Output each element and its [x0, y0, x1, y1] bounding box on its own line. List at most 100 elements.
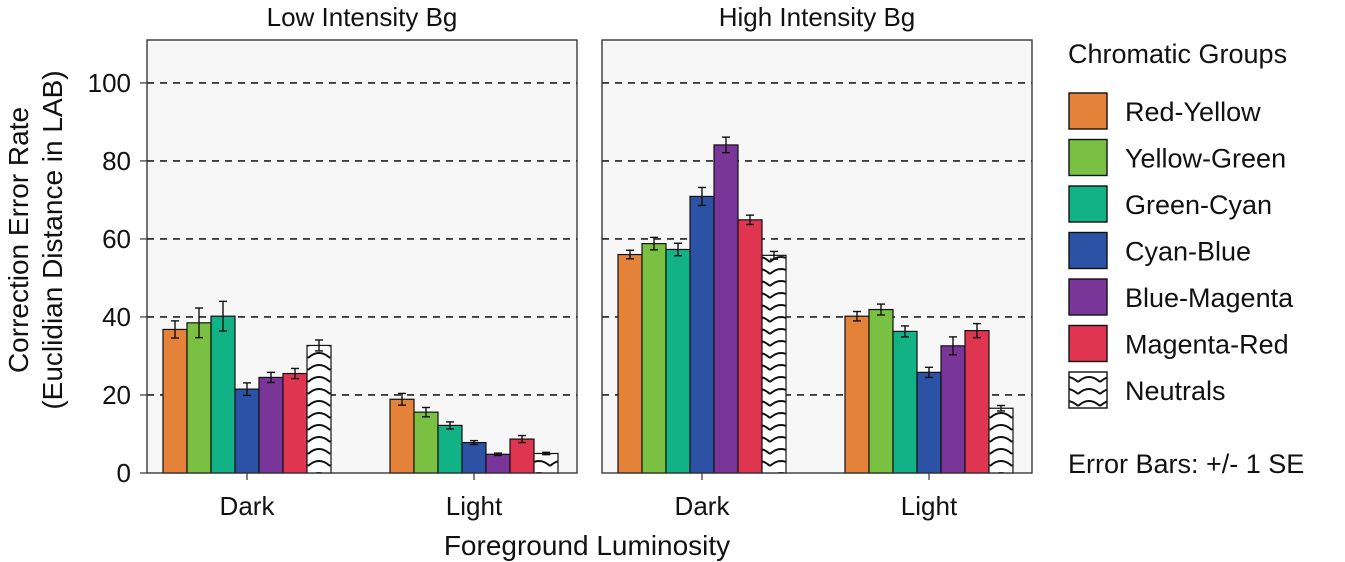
legend-swatch: [1068, 138, 1108, 177]
bar-blue-magenta: [258, 376, 284, 474]
error-bar: [291, 367, 299, 380]
error-bar: [195, 307, 203, 339]
y-axis: 0 20 40 60 80 100: [88, 68, 147, 488]
x-axis-title: Foreground Luminosity: [444, 530, 730, 561]
legend-item: Magenta-Red: [1068, 324, 1289, 363]
bar-neutrals: [533, 452, 559, 474]
y-tick-label: 20: [102, 380, 131, 410]
facet-title-left: Low Intensity Bg: [267, 2, 458, 32]
error-bar: [973, 322, 981, 339]
bar-red-yellow: [844, 315, 870, 474]
error-bar: [315, 339, 323, 352]
legend-swatch: [1068, 231, 1108, 270]
legend: Red-Yellow Yellow-Green Green-Cyan Cyan-Blu…: [1068, 92, 1294, 409]
bar-green-cyan: [892, 330, 918, 474]
bar-magenta-red: [737, 219, 763, 474]
bar-red-yellow: [617, 253, 643, 474]
error-bar: [722, 136, 730, 154]
error-bar: [243, 382, 251, 397]
error-bar: [542, 451, 550, 456]
bar-neutrals: [761, 254, 787, 474]
bar-neutrals: [988, 407, 1014, 474]
error-bar: [770, 250, 778, 260]
panel-border: [146, 39, 578, 474]
legend-label: Red-Yellow: [1125, 97, 1261, 127]
legend-label: Blue-Magenta: [1125, 283, 1294, 313]
y-tick-label: 80: [102, 146, 131, 176]
legend-label: Cyan-Blue: [1125, 237, 1251, 267]
bar-blue-magenta: [940, 345, 966, 474]
error-bar: [398, 392, 406, 406]
legend-swatch: [1068, 324, 1108, 363]
bar-yellow-green: [186, 322, 212, 474]
bar-yellow-green: [868, 308, 894, 474]
bar-green-cyan: [437, 424, 463, 474]
y-axis-title-line1: Correction Error Rate: [3, 107, 34, 373]
legend-item: Yellow-Green: [1068, 138, 1286, 177]
y-axis-title-line2: (Euclidian Distance in LAB): [37, 70, 68, 409]
x-axis: Dark Light Dark Light: [220, 473, 958, 521]
legend-swatch: [1068, 371, 1108, 409]
bar-magenta-red: [964, 330, 990, 474]
legend-swatch: [1068, 185, 1108, 223]
x-tick-label: Light: [901, 491, 958, 521]
legend-item: Neutrals: [1068, 371, 1226, 409]
legend-item: Cyan-Blue: [1068, 231, 1251, 270]
error-bar: [746, 214, 754, 226]
error-bar: [650, 236, 658, 251]
bar-cyan-blue: [916, 371, 942, 474]
bar-yellow-green: [641, 243, 667, 474]
legend-label: Magenta-Red: [1125, 330, 1289, 360]
panel-high-intensity: [601, 39, 1033, 474]
legend-item: Green-Cyan: [1068, 185, 1272, 223]
x-tick-label: Light: [446, 491, 503, 521]
legend-label: Neutrals: [1125, 376, 1226, 406]
error-bar: [518, 434, 526, 444]
error-bar: [877, 303, 885, 316]
error-bar: [219, 300, 227, 332]
x-tick-label: Dark: [675, 491, 731, 521]
error-bar: [949, 336, 957, 356]
legend-swatch: [1068, 92, 1108, 130]
error-bar: [267, 371, 275, 384]
bar-red-yellow: [389, 398, 415, 474]
panel-border: [601, 39, 1033, 474]
bar-magenta-red: [509, 438, 535, 474]
bar-red-yellow: [162, 328, 188, 474]
y-tick-label: 0: [117, 458, 131, 488]
error-bar: [853, 310, 861, 322]
legend-item: Blue-Magenta: [1068, 278, 1294, 316]
error-bar: [925, 366, 933, 379]
legend-label: Green-Cyan: [1125, 190, 1272, 220]
bar-cyan-blue: [461, 441, 487, 474]
bar-cyan-blue: [234, 388, 260, 474]
error-bar: [674, 242, 682, 257]
bar-blue-magenta: [485, 453, 511, 474]
bar-green-cyan: [665, 248, 691, 474]
bar-magenta-red: [282, 372, 308, 474]
y-tick-label: 60: [102, 224, 131, 254]
error-bar: [698, 186, 706, 207]
error-bar: [446, 421, 454, 430]
legend-label: Yellow-Green: [1125, 144, 1286, 174]
legend-item: Red-Yellow: [1068, 92, 1261, 130]
legend-swatch: [1068, 278, 1108, 316]
y-tick-label: 40: [102, 302, 131, 332]
panel-low-intensity: [146, 39, 578, 474]
bar-neutrals: [306, 344, 332, 474]
error-bar: [470, 439, 478, 446]
legend-title: Chromatic Groups: [1068, 39, 1287, 69]
error-bars-note: Error Bars: +/- 1 SE: [1068, 449, 1304, 479]
error-bar: [494, 452, 502, 457]
y-tick-label: 100: [88, 68, 131, 98]
error-bar: [901, 325, 909, 338]
bar-yellow-green: [413, 411, 439, 474]
bar-green-cyan: [210, 315, 236, 474]
error-bar: [422, 406, 430, 418]
bar-blue-magenta: [713, 144, 739, 474]
x-tick-label: Dark: [220, 491, 276, 521]
error-bar: [171, 320, 179, 339]
error-bar: [626, 249, 634, 260]
facet-title-right: High Intensity Bg: [719, 2, 916, 32]
